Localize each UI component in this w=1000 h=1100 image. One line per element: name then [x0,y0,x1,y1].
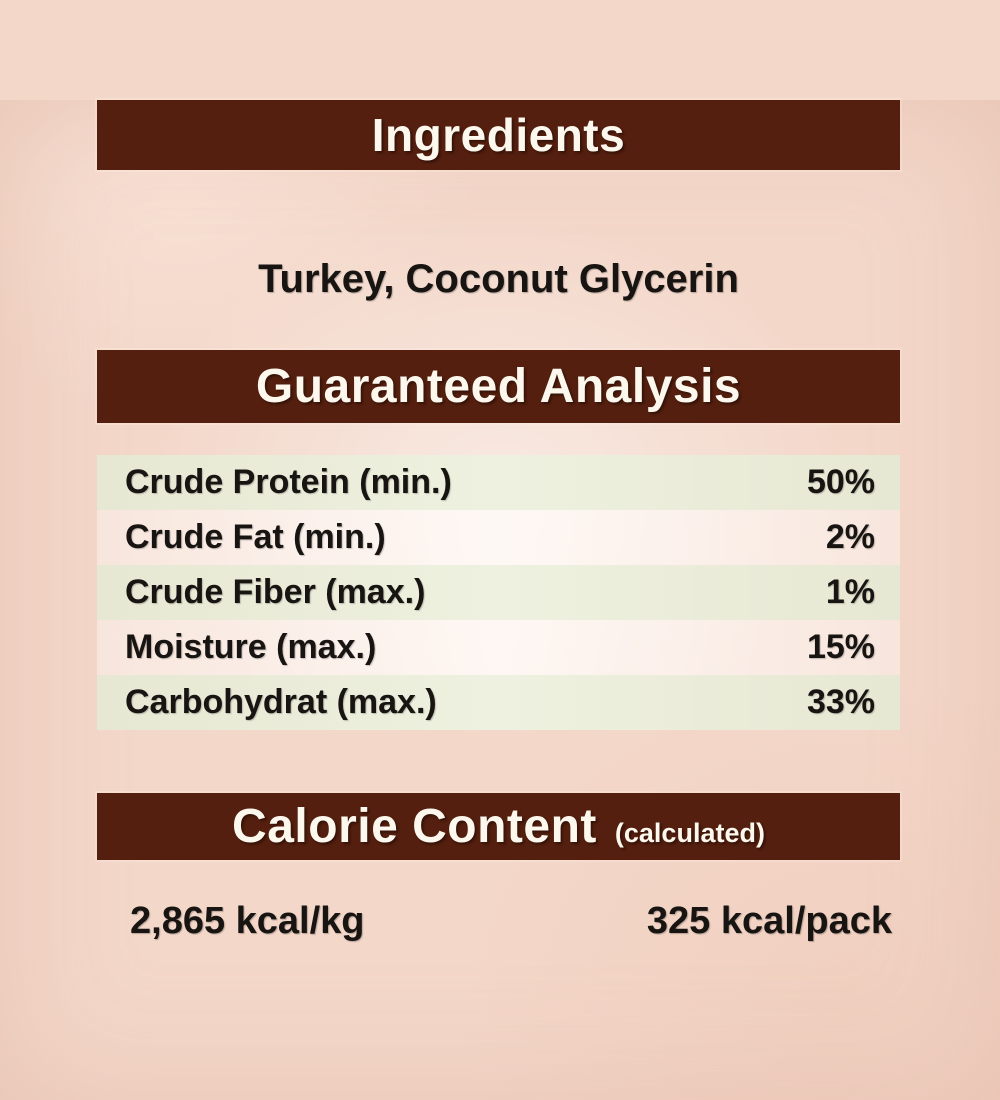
nutrient-value: 33% [806,683,875,721]
nutrient-value: 15% [806,628,875,666]
ingredients-title: Ingredients [371,109,626,161]
guaranteed-analysis-header-bar: Guaranteed Analysis [97,350,900,423]
calorie-values-row: 2,865 kcal/kg 325 kcal/pack [97,900,900,943]
ingredients-header-bar: Ingredients [97,100,900,170]
calories-per-kg: 2,865 kcal/kg [130,900,365,942]
ingredients-list: Turkey, Coconut Glycerin [258,256,739,301]
table-row: Crude Protein (min.) 50% [97,455,900,510]
table-row: Moisture (max.) 15% [97,620,900,675]
pet-food-label: Ingredients Turkey, Coconut Glycerin Gua… [0,100,1000,1100]
nutrient-value: 2% [825,518,875,556]
calorie-content-title: Calorie Content [232,800,597,853]
nutrient-label: Crude Protein (min.) [125,463,452,501]
nutrient-label: Crude Fat (min.) [125,518,386,556]
nutrient-label: Moisture (max.) [125,628,377,666]
nutrient-value: 50% [806,463,875,501]
table-row: Crude Fiber (max.) 1% [97,565,900,620]
guaranteed-analysis-title: Guaranteed Analysis [255,360,742,413]
table-row: Crude Fat (min.) 2% [97,510,900,565]
calorie-content-header-bar: Calorie Content (calculated) [97,793,900,860]
table-row: Carbohydrat (max.) 33% [97,675,900,730]
calorie-content-subtitle: (calculated) [614,818,765,848]
nutrient-label: Carbohydrat (max.) [125,683,437,721]
nutrient-value: 1% [825,573,875,611]
guaranteed-analysis-table: Crude Protein (min.) 50% Crude Fat (min.… [97,455,900,730]
calories-per-pack: 325 kcal/pack [646,900,892,942]
nutrient-label: Crude Fiber (max.) [125,573,426,611]
label-content-column: Ingredients Turkey, Coconut Glycerin Gua… [97,100,900,943]
calorie-header-text-group: Calorie Content (calculated) [232,799,765,854]
